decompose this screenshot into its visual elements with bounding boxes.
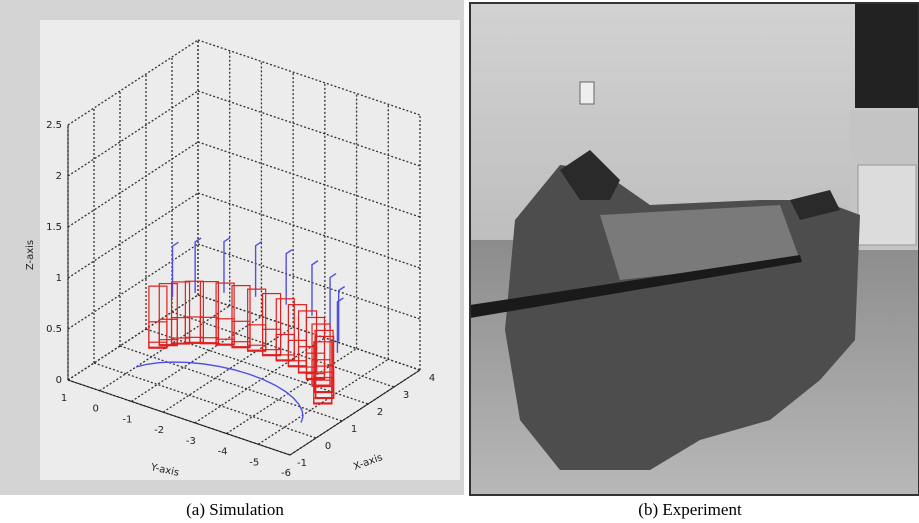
y-tick-label: -4 [218, 447, 228, 458]
photo [470, 3, 919, 495]
x-tick-label: 1 [351, 424, 357, 435]
y-tick-label: -3 [186, 436, 196, 447]
z-tick-label: 2.5 [46, 120, 62, 131]
z-tick-label: 0.5 [46, 324, 62, 335]
z-tick-label: 1.5 [46, 222, 62, 233]
y-tick-label: -1 [122, 414, 132, 425]
y-tick-label: -6 [281, 468, 291, 479]
z-axis-label: Z-axis [25, 240, 36, 270]
page: 00.511.522.5-10123410-1-2-3-4-5-6Z-axisY… [0, 0, 919, 523]
y-tick-label: 1 [61, 393, 67, 404]
z-tick-label: 0 [56, 375, 62, 386]
photo-switch [580, 82, 594, 104]
x-tick-label: 3 [403, 390, 409, 401]
figure: 00.511.522.5-10123410-1-2-3-4-5-6Z-axisY… [0, 0, 919, 523]
y-tick-label: 0 [93, 404, 99, 415]
x-tick-label: 0 [325, 441, 331, 452]
sim-plot: 00.511.522.5-10123410-1-2-3-4-5-6Z-axisY… [25, 20, 460, 480]
caption: (b) Experiment [638, 500, 742, 519]
z-tick-label: 1 [56, 273, 62, 284]
photo-window [855, 3, 919, 108]
photo-radiator [858, 165, 916, 245]
axes-background [40, 20, 460, 480]
x-tick-label: 4 [429, 373, 435, 384]
y-tick-label: -2 [154, 425, 164, 436]
z-tick-label: 2 [56, 171, 62, 182]
y-tick-label: -5 [249, 457, 259, 468]
caption: (a) Simulation [186, 500, 284, 519]
x-tick-label: -1 [297, 458, 307, 469]
x-tick-label: 2 [377, 407, 383, 418]
